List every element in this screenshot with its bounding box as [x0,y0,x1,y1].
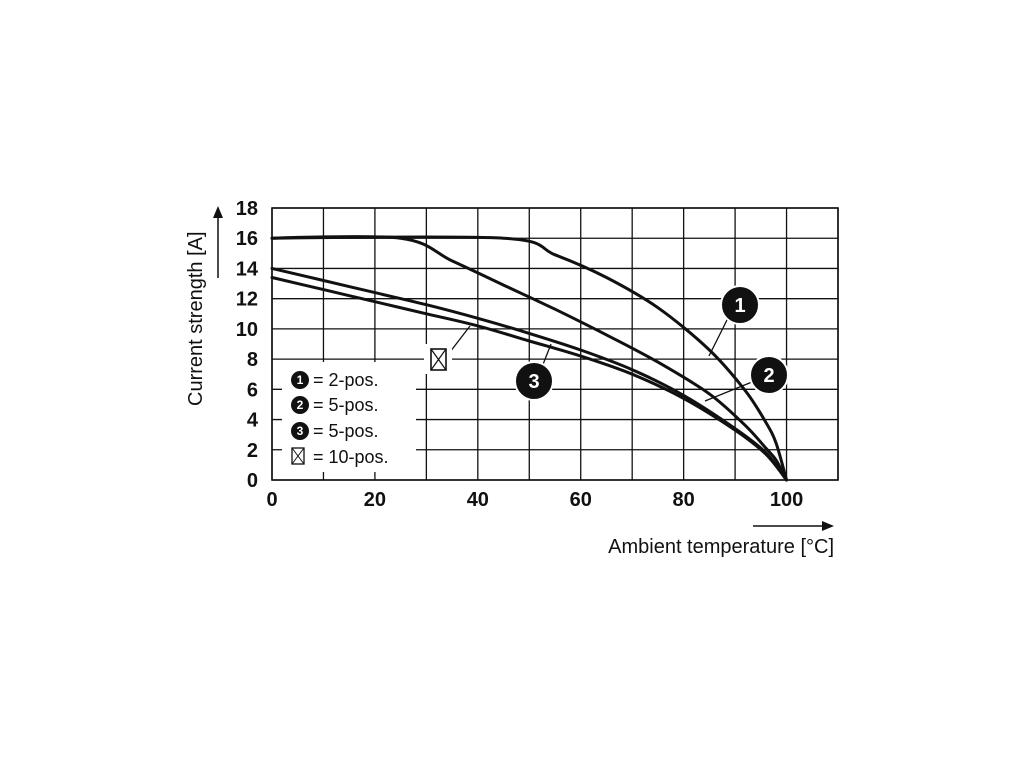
callout-marker-1 [720,285,760,325]
y-tick-label: 2 [247,440,258,462]
y-tick-label: 16 [236,228,258,250]
callout-leader-1 [708,317,729,357]
legend-item: 1 = 2-pos. [291,370,379,390]
legend-ten-pos-symbol-icon [291,447,305,465]
callout-label-3: 3 [528,371,539,393]
y-tick-label: 4 [247,410,259,432]
x-tick-label: 60 [570,489,592,511]
ten-pos-symbol-icon [430,348,447,371]
legend-marker-label-3: 3 [297,424,304,438]
x-tick-label: 80 [673,489,695,511]
legend-item: 2 = 5-pos. [291,395,379,415]
y-axis-arrowhead [213,206,223,218]
callout-label-1: 1 [734,295,745,317]
y-axis-title: Current strength [A] [185,231,207,406]
grid [271,207,839,481]
x-axis-title: Ambient temperature [°C] [608,536,834,558]
curve-callouts: 1 2 3 [424,285,789,402]
legend-marker-3 [291,422,309,440]
y-axis-title-group: Current strength [A] [185,206,223,406]
legend-marker-1 [291,371,309,389]
legend-text-1: = 2-pos. [313,370,379,390]
legend-marker-label-2: 2 [297,398,304,412]
y-tick-label: 18 [236,198,258,220]
legend-item: 3 = 5-pos. [291,421,379,441]
x-tick-label: 40 [467,489,489,511]
plot-frame [271,207,839,481]
series-line-2 [270,235,788,482]
y-tick-label: 6 [247,379,258,401]
y-tick-label: 0 [247,470,258,492]
curves [270,235,788,482]
legend-text-4: = 10-pos. [313,447,389,467]
callout-marker-3 [514,361,554,401]
legend: 1 = 2-pos. 2 = 5-pos. 3 = 5-pos. = 10-po… [282,362,416,472]
callout-leader-2 [704,381,753,402]
callout-marker-2 [749,355,789,395]
x-axis-title-group: Ambient temperature [°C] [608,521,834,558]
x-axis-arrowhead [822,521,834,531]
x-tick-label: 100 [770,489,803,511]
y-tick-label: 8 [247,349,258,371]
callout-leader-10pos [449,325,471,353]
x-tick-label: 0 [266,489,277,511]
legend-marker-2 [291,396,309,414]
legend-text-3: = 5-pos. [313,421,379,441]
y-tick-label: 14 [236,258,259,280]
series-line-4 [270,276,788,482]
x-tick-label: 20 [364,489,386,511]
y-tick-label: 10 [236,319,258,341]
legend-item: = 10-pos. [291,447,389,467]
y-tick-label: 12 [236,289,258,311]
legend-marker-label-1: 1 [297,373,304,387]
callout-leader-3 [541,343,552,368]
series-line-1 [270,235,788,482]
legend-text-2: = 5-pos. [313,395,379,415]
callout-label-2: 2 [763,365,774,387]
